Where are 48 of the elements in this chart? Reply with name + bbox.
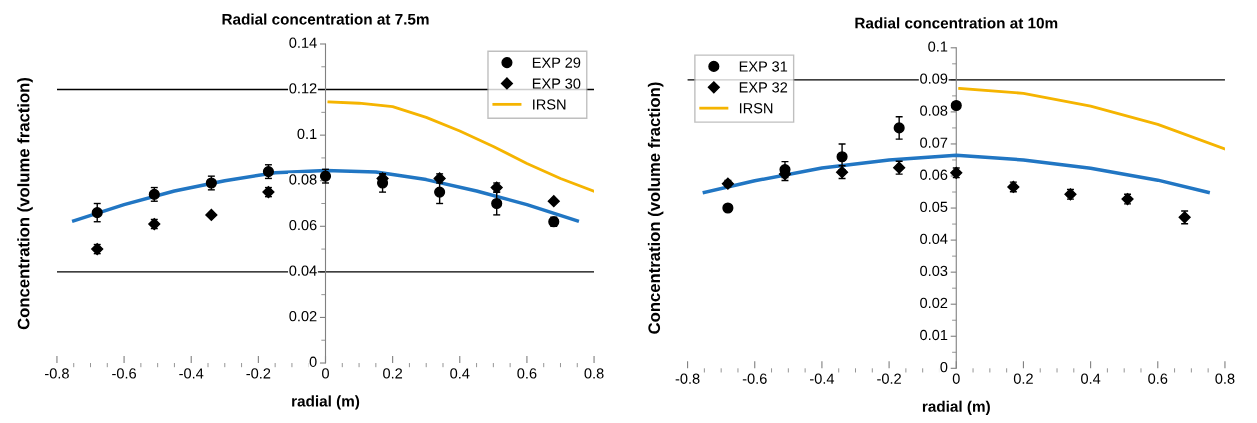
chart-title: Radial concentration at 7.5m: [222, 13, 429, 25]
x-tick-label: -0.2: [877, 373, 901, 384]
y-tick-label: 0.14: [289, 37, 317, 48]
x-tick-label: 0.2: [383, 368, 403, 379]
y-tick-label: 0.01: [920, 329, 948, 341]
y-tick-label: 0.1: [297, 128, 317, 140]
y-tick-label: 0.03: [920, 265, 948, 277]
y-tick-label: 0.04: [289, 265, 317, 276]
x-tick-label: -0.4: [179, 368, 204, 379]
y-tick-label: 0.1: [928, 41, 948, 52]
y-tick-label: 0.09: [920, 73, 948, 84]
y-tick-label: 0.02: [289, 311, 317, 322]
x-axis-title: radial (m): [922, 400, 990, 415]
y-tick-label: 0.06: [289, 219, 317, 231]
y-tick-label: 0.06: [920, 169, 948, 180]
x-tick-label: 0.8: [584, 368, 604, 379]
x-tick-label: 0: [322, 368, 329, 379]
y-tick-label: 0.08: [920, 105, 948, 116]
x-tick-label: -0.2: [246, 368, 271, 379]
legend-label: EXP 31: [739, 61, 788, 72]
x-tick-label: -0.6: [742, 373, 767, 384]
x-axis-title: radial (m): [292, 395, 360, 410]
y-tick-label: 0.04: [920, 233, 948, 245]
y-tick-label: 0: [309, 356, 317, 367]
legend-label: EXP 32: [739, 82, 788, 93]
y-tick-label: 0.02: [920, 297, 948, 309]
legend-label: EXP 30: [532, 78, 581, 89]
y-tick-label: 0.05: [920, 201, 948, 212]
x-tick-label: 0.8: [1215, 373, 1235, 384]
x-tick-label: 0.6: [1148, 373, 1168, 384]
chart-title: Radial concentration at 10m: [855, 17, 1058, 29]
x-tick-label: 0.6: [517, 368, 537, 379]
x-tick-label: 0.2: [1013, 373, 1033, 384]
y-axis-title: Concentration (volume fraction): [17, 77, 33, 330]
legend-label: EXP 29: [532, 57, 581, 68]
x-tick-label: 0: [952, 373, 960, 384]
x-tick-label: 0.4: [1081, 373, 1101, 384]
x-tick-label: -0.6: [112, 368, 137, 379]
y-tick-label: 0.12: [289, 83, 317, 94]
legend-label: IRSN: [739, 103, 773, 114]
y-tick-label: 0.08: [289, 174, 317, 185]
x-tick-label: -0.8: [45, 368, 69, 379]
y-tick-label: 0.07: [920, 137, 948, 148]
legend-label: IRSN: [533, 99, 566, 110]
x-tick-label: 0.4: [450, 368, 470, 379]
y-axis-title: Concentration (volume fraction): [647, 82, 664, 334]
x-tick-label: -0.8: [675, 373, 700, 384]
x-tick-label: -0.4: [810, 373, 835, 384]
